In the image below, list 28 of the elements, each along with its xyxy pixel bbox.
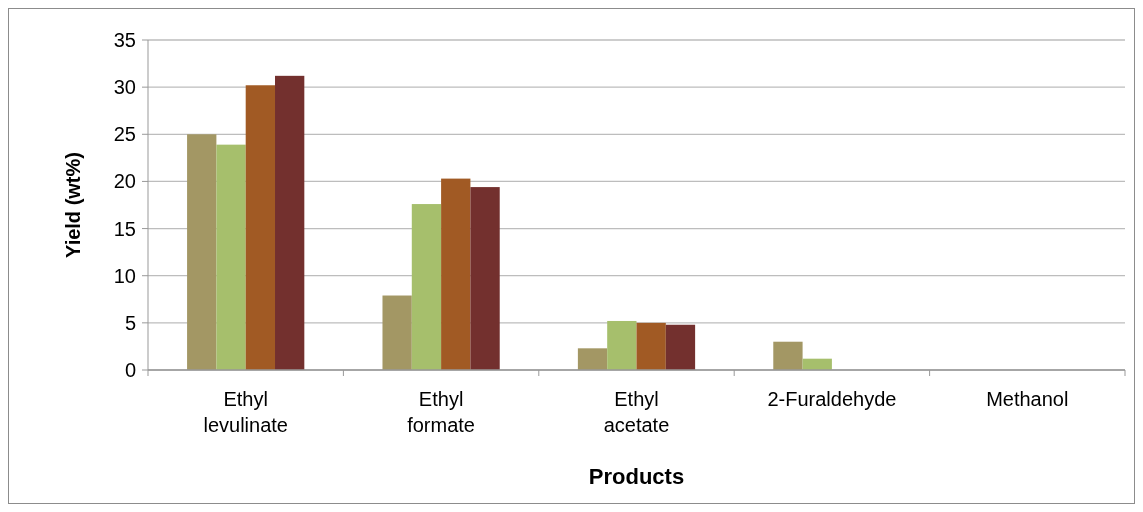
bar [187, 134, 217, 370]
x-tick-label: Methanol [986, 388, 1069, 410]
bar [245, 85, 276, 370]
x-axis-title: Products [588, 464, 685, 489]
bar [411, 204, 442, 370]
bar [382, 295, 412, 370]
bar [577, 348, 608, 370]
x-tick-label: Ethyl levulinate [203, 388, 288, 436]
y-tick-label: 25 [113, 123, 136, 146]
x-tick-label: Ethyl acetate [603, 388, 670, 436]
y-tick-label: 15 [113, 217, 136, 240]
y-tick-label: 5 [124, 311, 136, 334]
bar [665, 324, 696, 370]
bar [773, 341, 803, 370]
bar [636, 322, 666, 370]
y-tick-label: 10 [113, 264, 136, 287]
y-tick-label: 0 [124, 359, 136, 381]
y-axis-title: Yield (wt%) [62, 152, 84, 258]
y-tick-label: 30 [113, 76, 136, 99]
y-tick-label: 20 [113, 170, 136, 193]
bar [275, 75, 305, 370]
bar [441, 178, 471, 370]
bar [470, 187, 500, 370]
bar [607, 320, 637, 370]
bar [216, 144, 246, 370]
x-tick-label: Ethyl formate [407, 388, 476, 436]
x-tick-label: 2-Furaldehyde [767, 388, 897, 410]
y-tick-label: 35 [113, 29, 136, 51]
